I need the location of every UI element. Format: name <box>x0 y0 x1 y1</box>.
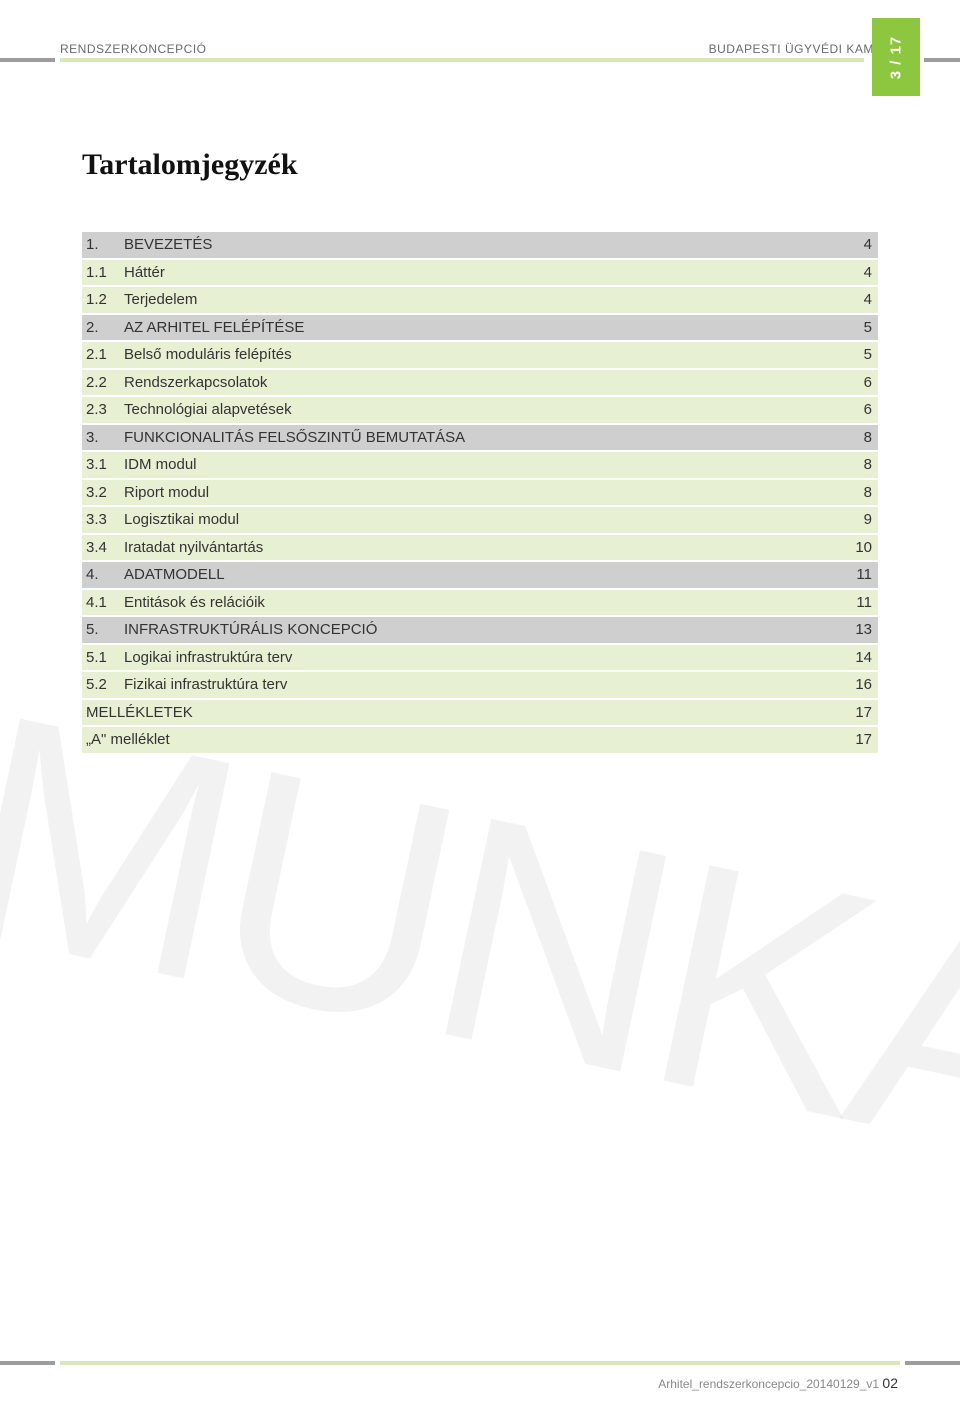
toc-number: 2.2 <box>82 374 124 391</box>
toc-number: 1.1 <box>82 264 124 281</box>
toc-number: 4. <box>82 566 124 583</box>
toc-page: 5 <box>838 319 878 336</box>
header-rule-left <box>0 58 55 62</box>
page-number-text: 3 / 17 <box>888 35 905 79</box>
toc-label: Entitások és relációik <box>124 594 838 611</box>
toc-page: 16 <box>838 676 878 693</box>
toc-number: 3.3 <box>82 511 124 528</box>
toc-page: 4 <box>838 291 878 308</box>
toc-page: 9 <box>838 511 878 528</box>
toc-row: 4.1Entitások és relációik11 <box>82 590 878 616</box>
footer-text: Arhitel_rendszerkoncepcio_20140129_v1 02 <box>658 1375 898 1391</box>
footer-rule-right <box>905 1361 960 1365</box>
toc-page: 8 <box>838 456 878 473</box>
toc-label: INFRASTRUKTÚRÁLIS KONCEPCIÓ <box>124 621 838 638</box>
toc-number: 2. <box>82 319 124 336</box>
toc-page: 14 <box>838 649 878 666</box>
toc-page: 4 <box>838 264 878 281</box>
toc-page: 5 <box>838 346 878 363</box>
toc-row: 5.1Logikai infrastruktúra terv14 <box>82 645 878 671</box>
toc-row: 3.2Riport modul8 <box>82 480 878 506</box>
toc-row: 3.1IDM modul8 <box>82 452 878 478</box>
toc-row: 2.1Belső moduláris felépítés5 <box>82 342 878 368</box>
toc-number: 5.2 <box>82 676 124 693</box>
header-rule-right <box>924 58 960 62</box>
toc-page: 8 <box>838 429 878 446</box>
toc-label: MELLÉKLETEK <box>82 704 838 721</box>
toc-page: 17 <box>838 731 878 748</box>
toc-label: Fizikai infrastruktúra terv <box>124 676 838 693</box>
toc-number: 3. <box>82 429 124 446</box>
toc-number: 3.1 <box>82 456 124 473</box>
toc-label: Riport modul <box>124 484 838 501</box>
toc-label: Rendszerkapcsolatok <box>124 374 838 391</box>
toc-label: ADATMODELL <box>124 566 838 583</box>
toc-page: 13 <box>838 621 878 638</box>
toc-number: 1. <box>82 236 124 253</box>
header-rule-main <box>60 58 864 62</box>
toc-number: 5. <box>82 621 124 638</box>
toc-number: 3.4 <box>82 539 124 556</box>
toc-number: 1.2 <box>82 291 124 308</box>
toc-label: Terjedelem <box>124 291 838 308</box>
page-number-badge: 3 / 17 <box>872 18 920 96</box>
toc-row: 2.2Rendszerkapcsolatok6 <box>82 370 878 396</box>
toc-page: 4 <box>838 236 878 253</box>
toc-label: FUNKCIONALITÁS FELSŐSZINTŰ BEMUTATÁSA <box>124 429 838 446</box>
toc-row: 1.1Háttér4 <box>82 260 878 286</box>
toc-page: 17 <box>838 704 878 721</box>
page-title: Tartalomjegyzék <box>82 148 298 182</box>
toc-label: BEVEZETÉS <box>124 236 838 253</box>
header-left-text: RENDSZERKONCEPCIÓ <box>60 42 207 56</box>
toc-row: MELLÉKLETEK17 <box>82 700 878 726</box>
table-of-contents: 1.BEVEZETÉS41.1Háttér41.2Terjedelem42.AZ… <box>82 232 878 753</box>
toc-label: Háttér <box>124 264 838 281</box>
toc-label: Belső moduláris felépítés <box>124 346 838 363</box>
toc-label: Logikai infrastruktúra terv <box>124 649 838 666</box>
toc-row: 3.FUNKCIONALITÁS FELSŐSZINTŰ BEMUTATÁSA8 <box>82 425 878 451</box>
toc-number: 2.1 <box>82 346 124 363</box>
toc-page: 6 <box>838 401 878 418</box>
footer-rule-main <box>60 1361 900 1365</box>
toc-label: „A" melléklet <box>82 731 838 748</box>
toc-page: 11 <box>838 566 878 583</box>
toc-row: 4.ADATMODELL11 <box>82 562 878 588</box>
toc-row: „A" melléklet17 <box>82 727 878 753</box>
toc-row: 5.2Fizikai infrastruktúra terv16 <box>82 672 878 698</box>
toc-number: 2.3 <box>82 401 124 418</box>
toc-label: IDM modul <box>124 456 838 473</box>
toc-row: 1.BEVEZETÉS4 <box>82 232 878 258</box>
toc-row: 1.2Terjedelem4 <box>82 287 878 313</box>
footer-page-number: 02 <box>882 1375 898 1391</box>
toc-row: 2.3Technológiai alapvetések6 <box>82 397 878 423</box>
toc-label: Iratadat nyilvántartás <box>124 539 838 556</box>
toc-number: 3.2 <box>82 484 124 501</box>
toc-page: 10 <box>838 539 878 556</box>
toc-row: 3.3Logisztikai modul9 <box>82 507 878 533</box>
toc-number: 4.1 <box>82 594 124 611</box>
toc-page: 6 <box>838 374 878 391</box>
toc-page: 11 <box>838 594 878 611</box>
toc-row: 3.4Iratadat nyilvántartás10 <box>82 535 878 561</box>
toc-label: Logisztikai modul <box>124 511 838 528</box>
toc-row: 2.AZ ARHITEL FELÉPÍTÉSE5 <box>82 315 878 341</box>
toc-label: AZ ARHITEL FELÉPÍTÉSE <box>124 319 838 336</box>
footer-rule-left <box>0 1361 55 1365</box>
toc-number: 5.1 <box>82 649 124 666</box>
footer-doc-id: Arhitel_rendszerkoncepcio_20140129_v1 <box>658 1377 879 1391</box>
toc-row: 5.INFRASTRUKTÚRÁLIS KONCEPCIÓ13 <box>82 617 878 643</box>
toc-page: 8 <box>838 484 878 501</box>
toc-label: Technológiai alapvetések <box>124 401 838 418</box>
